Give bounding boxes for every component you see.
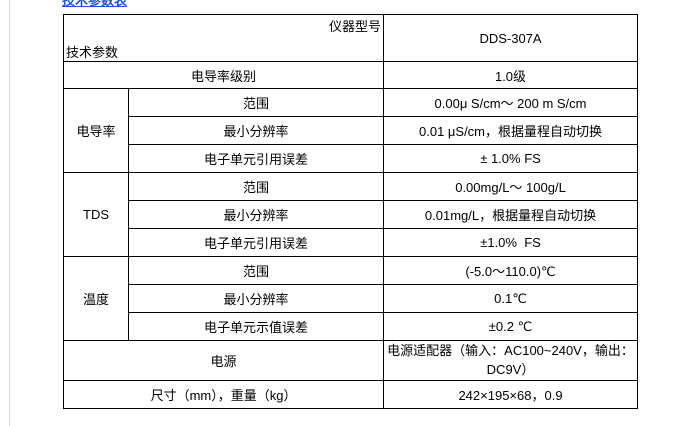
param-label-cell: 最小分辨率 [127,284,385,313]
table-row: 最小分辨率 0.01mg/L，根据量程自动切换 [64,200,639,229]
instrument-model-label: 仪器型号 [329,18,382,34]
table-row: 尺寸（mm），重量（kg） 242×195×68，0.9 [62,380,639,409]
page-edge-divider [9,0,10,426]
param-label-cell: 电子单元引用误差 [127,144,385,173]
table-row: 仪器型号 技术参数 DDS-307A [62,14,639,62]
table-row: 电子单元引用误差 ±1.0% FS [64,228,639,257]
table-row: 温度 范围 (-5.0～110.0)℃ [63,256,639,341]
corner-header-inner: 仪器型号 技术参数 [66,16,381,61]
param-value-cell: ±1.0% FS [383,228,639,257]
spec-table: 仪器型号 技术参数 DDS-307A 电导率级别 1.0级 电导率 范围 0.0… [62,14,639,409]
instrument-model-value: DDS-307A [383,14,639,62]
section-heading-link[interactable]: 技术参数表 [62,0,132,7]
table-row: 电子单元引用误差 ± 1.0% FS [64,144,639,173]
corner-header-cell: 仪器型号 技术参数 [62,14,385,62]
param-value-cell: (-5.0～110.0)℃ [383,256,639,285]
param-value-cell: 0.00μ S/cm～ 200 m S/cm [383,88,639,117]
clipped-heading-container: 技术参数表 [62,0,132,7]
table-row: TDS 范围 0.00mg/L～ 100g/L [63,172,639,257]
table-row: 电源 电源适配器（输入：AC100~240V，输出：DC9V） [62,340,639,381]
table-row: 电导率级别 1.0级 [62,61,639,89]
conductivity-level-value: 1.0级 [383,61,639,89]
param-label-cell: 范围 [127,172,385,201]
conductivity-level-label: 电导率级别 [62,61,385,89]
param-label-cell: 电子单元引用误差 [127,228,385,257]
param-value-cell: 0.1℃ [383,284,639,313]
group-name-cell-conductivity: 电导率 [63,88,129,173]
power-label-cell: 电源 [62,340,385,381]
param-label-cell: 范围 [127,256,385,285]
param-value-cell: 0.01mg/L，根据量程自动切换 [383,200,639,229]
param-value-cell: 0.00mg/L～ 100g/L [383,172,639,201]
param-value-cell: 0.01 μS/cm，根据量程自动切换 [383,116,639,145]
power-value-cell: 电源适配器（输入：AC100~240V，输出：DC9V） [383,340,639,381]
param-label-cell: 最小分辨率 [127,116,385,145]
param-value-cell: ± 1.0% FS [383,144,639,173]
group-name-cell-tds: TDS [63,172,129,257]
param-label-cell: 电子单元示值误差 [127,312,385,341]
param-label-cell: 范围 [127,88,385,117]
table-row: 最小分辨率 0.01 μS/cm，根据量程自动切换 [64,116,639,145]
size-weight-label-cell: 尺寸（mm），重量（kg） [62,380,385,409]
technical-parameters-label: 技术参数 [66,44,119,60]
param-value-cell: ±0.2 ℃ [383,312,639,341]
table-row: 电子单元示值误差 ±0.2 ℃ [64,312,639,341]
size-weight-value-cell: 242×195×68，0.9 [383,380,639,409]
table-row: 电导率 范围 0.00μ S/cm～ 200 m S/cm [63,88,639,173]
group-name-cell-temperature: 温度 [63,256,129,341]
param-label-cell: 最小分辨率 [127,200,385,229]
table-row: 最小分辨率 0.1℃ [64,284,639,313]
